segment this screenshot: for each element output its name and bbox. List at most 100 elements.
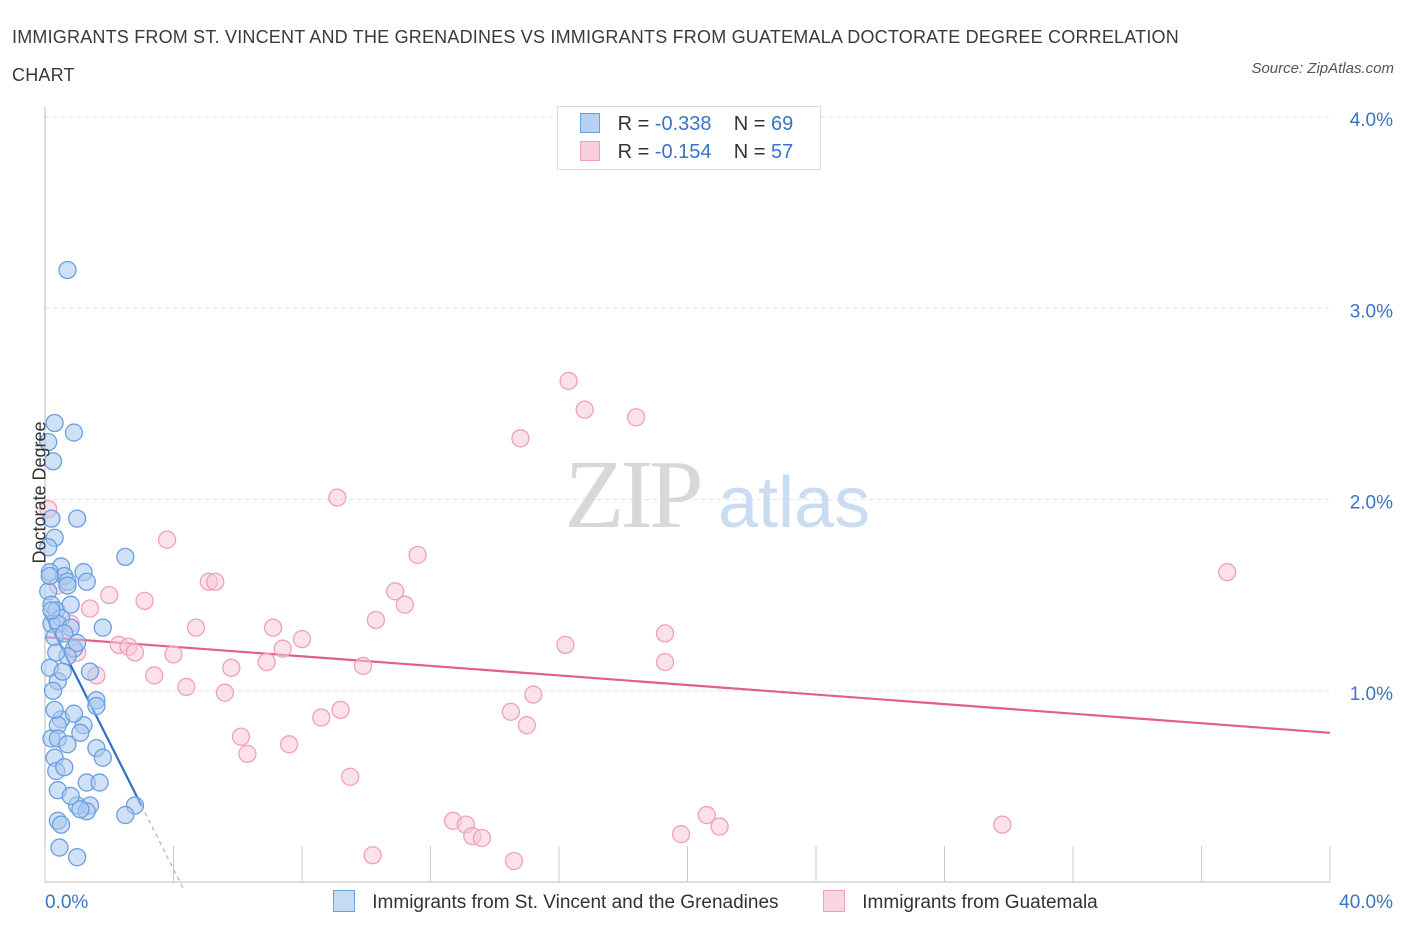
point-st-vincent (43, 681, 63, 700)
point-guatemala (671, 825, 691, 844)
point-st-vincent (90, 773, 109, 792)
bottom-legend-swatch-pink (823, 890, 845, 912)
grid-lines (45, 116, 1330, 692)
y-tick-label: 2.0% (1350, 493, 1393, 514)
watermark-atlas: atlas (718, 463, 870, 543)
x-tick-label-max: 40.0% (1339, 892, 1393, 913)
point-st-vincent (116, 805, 135, 825)
point-guatemala (1218, 563, 1237, 582)
point-st-vincent (39, 538, 58, 557)
trend-line-st-vincent-extension (140, 805, 184, 889)
y-tick-label: 1.0% (1350, 684, 1393, 705)
legend-swatch-pink (580, 141, 600, 161)
point-guatemala (511, 429, 530, 448)
point-st-vincent (71, 800, 90, 819)
chart-title: IMMIGRANTS FROM ST. VINCENT AND THE GREN… (12, 27, 1179, 85)
legend-r-label: R = (617, 141, 650, 163)
point-guatemala (145, 666, 164, 685)
point-st-vincent (61, 595, 80, 614)
legend-n-label: N = (733, 141, 766, 163)
point-st-vincent (67, 847, 87, 867)
point-st-vincent (80, 662, 100, 681)
point-st-vincent (47, 643, 66, 662)
bottom-legend-swatch-blue (333, 890, 355, 912)
point-guatemala (575, 400, 594, 419)
point-guatemala (363, 846, 382, 865)
point-st-vincent (43, 452, 63, 471)
point-st-vincent (42, 509, 61, 528)
bottom-legend-st-vincent: Immigrants from St. Vincent and the Gren… (333, 890, 779, 914)
point-guatemala (626, 408, 646, 427)
point-guatemala (222, 658, 241, 677)
point-st-vincent (58, 576, 77, 595)
point-guatemala (395, 595, 414, 614)
legend-r-value: -0.154 (654, 141, 712, 163)
legend-r-value: -0.338 (654, 113, 712, 135)
point-st-vincent (55, 624, 74, 643)
watermark-zip: ZIP (565, 441, 700, 549)
data-points (39, 260, 1237, 871)
point-st-vincent (64, 423, 84, 442)
point-st-vincent (116, 547, 135, 567)
point-st-vincent (87, 696, 106, 716)
point-st-vincent (58, 735, 77, 754)
point-guatemala (177, 677, 196, 697)
point-guatemala (353, 656, 373, 676)
point-guatemala (273, 639, 292, 658)
point-st-vincent (77, 572, 96, 591)
y-tick-label: 3.0% (1350, 301, 1393, 322)
point-guatemala (501, 702, 520, 721)
point-guatemala (279, 735, 299, 754)
point-guatemala (655, 652, 675, 672)
point-guatemala (559, 371, 578, 391)
bottom-legend-guatemala: Immigrants from Guatemala (823, 890, 1098, 914)
point-guatemala (215, 683, 235, 702)
point-st-vincent (64, 704, 84, 723)
point-st-vincent (58, 260, 77, 280)
point-guatemala (697, 805, 716, 825)
point-guatemala (408, 545, 427, 565)
point-st-vincent (40, 566, 59, 586)
point-guatemala (472, 828, 492, 848)
point-guatemala (135, 591, 154, 611)
point-guatemala (157, 530, 177, 549)
point-guatemala (710, 817, 729, 836)
y-tick-label: 4.0% (1350, 110, 1393, 131)
point-st-vincent (39, 432, 58, 452)
point-guatemala (312, 708, 331, 727)
point-guatemala (655, 624, 675, 643)
point-st-vincent (93, 748, 112, 767)
point-st-vincent (93, 618, 112, 637)
point-st-vincent (50, 838, 69, 857)
point-guatemala (164, 645, 183, 664)
point-guatemala (366, 610, 386, 630)
bottom-legend: Immigrants from St. Vincent and the Gren… (0, 886, 1406, 918)
point-guatemala (238, 744, 257, 764)
legend-row-guatemala: R = -0.154 N = 57 (580, 138, 793, 166)
watermark: ZIP atlas (565, 441, 871, 549)
point-guatemala (556, 635, 575, 654)
point-st-vincent (71, 723, 90, 742)
point-st-vincent (45, 700, 64, 720)
point-guatemala (80, 599, 100, 618)
legend-row-st-vincent: R = -0.338 N = 69 (580, 110, 793, 138)
trend-line-guatemala (44, 636, 1331, 734)
point-guatemala (100, 585, 119, 605)
axes (44, 107, 1331, 883)
point-guatemala (341, 767, 360, 786)
point-guatemala (125, 643, 145, 662)
legend-n-value: 57 (771, 141, 794, 163)
point-guatemala (328, 488, 347, 507)
point-guatemala (206, 572, 225, 591)
point-guatemala (331, 700, 350, 720)
legend-r-label: R = (617, 113, 650, 135)
y-axis-title: Doctorate Degree (29, 421, 50, 564)
point-guatemala (186, 618, 206, 637)
point-guatemala (504, 851, 524, 871)
point-guatemala (263, 618, 283, 637)
legend-swatch-blue (580, 113, 600, 133)
point-st-vincent (67, 509, 87, 528)
point-guatemala (257, 652, 276, 672)
bottom-legend-label: Immigrants from Guatemala (862, 892, 1098, 913)
